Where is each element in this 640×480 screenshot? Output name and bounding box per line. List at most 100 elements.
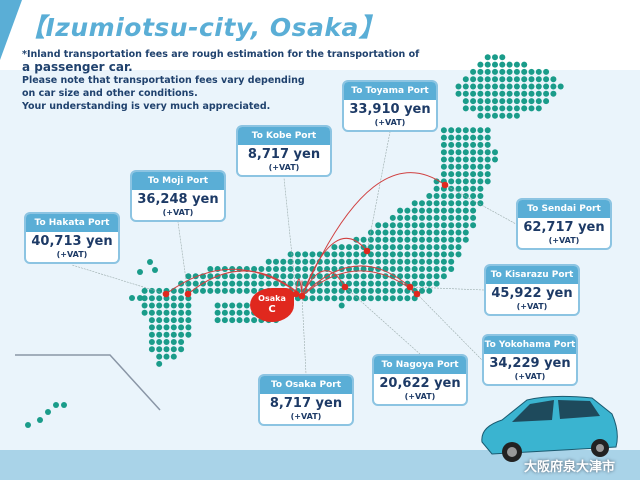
map-dot (528, 76, 535, 83)
origin-name: Osaka (258, 294, 286, 303)
map-dot (521, 61, 528, 68)
map-dot (170, 302, 177, 309)
map-dot (462, 134, 469, 141)
map-dot (148, 331, 155, 338)
map-dot (462, 105, 469, 112)
map-dot (477, 185, 484, 192)
map-dot (506, 112, 513, 119)
map-dot (148, 309, 155, 316)
map-dot (236, 273, 243, 280)
map-dot (229, 287, 236, 294)
map-dot (404, 266, 411, 272)
map-dot (433, 200, 440, 207)
map-dot (243, 309, 250, 316)
map-dot (462, 163, 469, 170)
map-dot (397, 295, 404, 302)
map-dot (148, 317, 155, 324)
map-dot (389, 244, 396, 251)
port-marker (413, 290, 421, 298)
map-dot (397, 207, 404, 214)
map-dot (156, 302, 163, 309)
map-dot (513, 98, 520, 105)
map-dot (148, 339, 155, 345)
map-dot (484, 178, 491, 185)
map-dot (477, 105, 484, 112)
map-dot (192, 280, 199, 287)
port-card-yokohama: To Yokohama Port 34,229 yen (+VAT) (482, 334, 578, 386)
map-dot (419, 244, 425, 251)
map-dot (294, 280, 301, 287)
map-dot (492, 68, 498, 75)
map-dot (470, 156, 477, 163)
map-dot (287, 258, 294, 265)
map-dot (382, 244, 389, 251)
map-dot (411, 200, 418, 207)
map-dot (513, 83, 520, 90)
route-arc (301, 172, 446, 297)
map-dot (448, 214, 455, 221)
map-dot (178, 295, 185, 302)
map-dot (440, 258, 447, 265)
route-arc (165, 268, 303, 297)
map-dot (389, 295, 396, 302)
map-dot (477, 141, 484, 148)
map-dot (440, 229, 447, 236)
map-dot (397, 236, 404, 243)
disclaimer: *Inland transportation fees are rough es… (22, 48, 419, 113)
map-dot (404, 251, 411, 258)
port-card-sendai: To Sendai Port 62,717 yen (+VAT) (516, 198, 612, 250)
map-dot (462, 207, 469, 214)
map-dot (506, 61, 513, 68)
map-dot (455, 171, 462, 178)
map-dot (470, 214, 477, 221)
map-dot (462, 193, 469, 199)
map-dot (521, 98, 528, 105)
map-dot (353, 295, 360, 302)
map-dot (419, 287, 425, 294)
map-dot (411, 244, 418, 251)
map-dots (25, 54, 564, 428)
port-name: To Toyama Port (344, 82, 436, 100)
map-dot (470, 178, 477, 185)
map-dot (484, 112, 491, 119)
map-dot (382, 236, 389, 243)
map-dot (346, 273, 352, 280)
map-dot (426, 251, 433, 258)
map-dot (470, 141, 477, 148)
map-dot (382, 295, 389, 302)
port-marker (298, 292, 306, 300)
map-dot (535, 76, 542, 83)
map-dot (287, 280, 294, 287)
map-dot (156, 339, 163, 345)
map-dot (499, 112, 506, 119)
map-dot (229, 302, 236, 309)
map-dot (528, 105, 535, 112)
map-dot (280, 258, 287, 265)
map-dot (170, 309, 177, 316)
map-dot (61, 402, 67, 408)
map-dot (375, 280, 382, 287)
port-card-kobe: To Kobe Port 8,717 yen (+VAT) (236, 125, 332, 177)
map-dot (550, 76, 557, 83)
leader-line (177, 221, 189, 295)
map-dot (324, 295, 331, 302)
map-dot (331, 258, 338, 265)
map-dot (470, 185, 477, 192)
map-dot (557, 83, 564, 90)
map-dot (302, 266, 309, 272)
map-dot (448, 141, 455, 148)
map-dot (462, 98, 469, 105)
map-dot (433, 214, 440, 221)
map-dot (455, 222, 462, 229)
map-dot (316, 266, 323, 272)
map-dot (484, 54, 491, 61)
map-dot (367, 280, 374, 287)
map-dot (411, 273, 418, 280)
map-dot (170, 353, 177, 360)
map-dot (411, 280, 418, 287)
origin-code: C (268, 304, 276, 315)
port-markers (162, 181, 449, 300)
map-dot (375, 222, 382, 229)
map-dot (360, 280, 367, 287)
map-dot (477, 112, 484, 119)
